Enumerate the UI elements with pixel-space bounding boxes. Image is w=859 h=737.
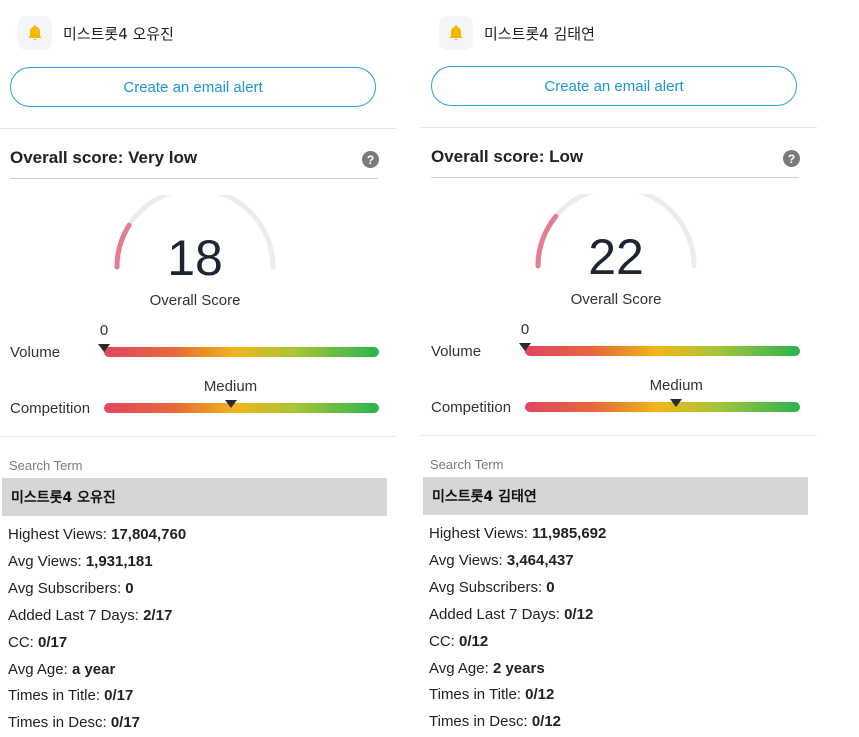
volume-value: 0 [99,322,109,339]
score-gauge [535,194,697,269]
overall-score-caption: Overall Score [149,292,241,309]
bell-icon [439,16,473,50]
volume-marker [519,343,531,351]
overall-score-caption: Overall Score [570,291,662,308]
stat-highest-views: Highest Views: 11,985,692 [429,525,607,542]
stat-cc: CC: 0/17 [8,634,68,651]
search-term-row[interactable]: 미스트롯4 김태연 [423,477,808,515]
stat-highest-views: Highest Views: 17,804,760 [8,526,187,543]
stat-cc: CC: 0/12 [429,633,489,650]
bell-icon [18,16,52,50]
stat-avg-age: Avg Age: a year [8,661,116,678]
volume-bar [525,346,800,356]
create-email-alert-button[interactable]: Create an email alert [10,67,376,107]
volume-value: 0 [520,321,530,338]
overall-score-heading: Overall score: Very low [10,148,198,167]
stat-avg-views: Avg Views: 1,931,181 [8,553,153,570]
divider [0,128,396,129]
stat-times-in-desc: Times in Desc: 0/17 [8,714,141,731]
panel-header: 미스트롯4 오유진 [18,15,174,51]
stat-times-in-desc: Times in Desc: 0/12 [429,713,562,730]
keyword-title: 미스트롯4 오유진 [63,24,174,43]
overall-score-heading: Overall score: Low [431,147,584,166]
search-term-label: Search Term [430,457,504,472]
competition-marker [670,399,683,407]
volume-label: Volume [10,344,61,361]
keyword-panel-left: 미스트롯4 오유진 Create an email alert Overall … [0,0,400,737]
volume-label: Volume [431,343,482,360]
divider [421,127,817,128]
competition-value: Medium [649,377,703,394]
search-term-label: Search Term [9,458,83,473]
stat-avg-subscribers: Avg Subscribers: 0 [8,580,134,597]
search-term-text: 미스트롯4 김태연 [432,489,537,505]
keyword-panel-right: 미스트롯4 김태연 Create an email alert Overall … [421,0,821,737]
question-circle-icon[interactable]: ? [783,150,800,167]
competition-label: Competition [431,399,512,416]
stat-added-last-7-days: Added Last 7 Days: 0/12 [429,606,594,623]
search-term-row[interactable]: 미스트롯4 오유진 [2,478,387,516]
stat-avg-views: Avg Views: 3,464,437 [429,552,574,569]
heading-divider [431,177,799,178]
search-term-text: 미스트롯4 오유진 [11,490,116,506]
stat-avg-subscribers: Avg Subscribers: 0 [429,579,555,596]
gauge-fill [114,222,132,270]
gauge-fill [535,213,559,269]
volume-marker [98,344,110,352]
divider [421,435,817,436]
stat-avg-age: Avg Age: 2 years [429,660,545,677]
keyword-title: 미스트롯4 김태연 [484,24,595,43]
score-gauge [114,195,276,270]
competition-bar [104,403,379,413]
panel-header: 미스트롯4 김태연 [439,15,595,51]
overall-score-value: 22 [588,229,644,285]
competition-value: Medium [203,378,258,395]
create-email-alert-button[interactable]: Create an email alert [431,66,797,106]
stat-times-in-title: Times in Title: 0/17 [8,687,134,704]
stat-added-last-7-days: Added Last 7 Days: 2/17 [8,607,173,624]
stat-times-in-title: Times in Title: 0/12 [429,686,555,703]
competition-bar [525,402,800,412]
competition-marker [224,400,237,408]
heading-divider [10,178,378,179]
volume-bar [104,347,379,357]
overall-score-value: 18 [167,230,223,286]
divider [0,436,396,437]
question-circle-icon[interactable]: ? [362,151,379,168]
competition-label: Competition [10,400,91,417]
